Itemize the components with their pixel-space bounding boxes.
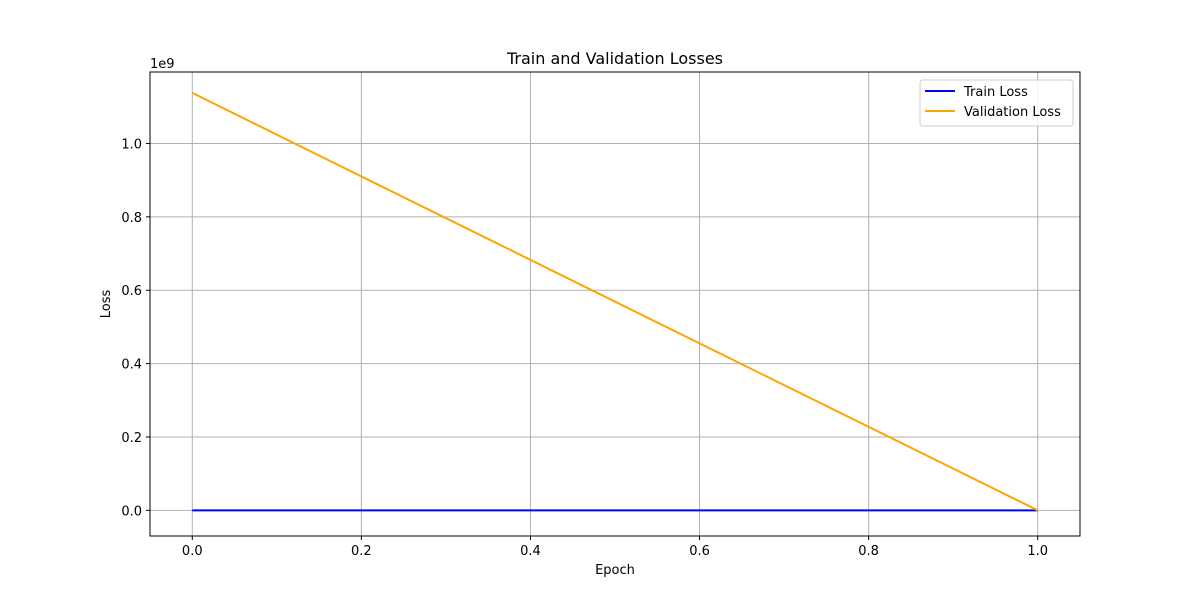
x-tick-label: 0.4 — [520, 544, 541, 559]
y-tick-label: 0.6 — [121, 284, 142, 299]
legend-label-train-loss: Train Loss — [963, 85, 1028, 100]
series-line-validation-loss — [191, 92, 1039, 512]
y-tick-label: 0.2 — [121, 431, 142, 446]
legend-label-validation-loss: Validation Loss — [964, 105, 1061, 120]
legend-box — [919, 79, 1074, 127]
x-axis-label: Epoch — [595, 563, 635, 578]
plot-series — [191, 92, 1039, 512]
legend: Train Loss Validation Loss — [919, 79, 1074, 127]
y-axis-ticks: 0.0 0.2 0.4 0.6 0.8 1.0 — [121, 138, 150, 519]
plot-area-frame — [149, 71, 1081, 537]
x-tick-label: 0.0 — [182, 544, 203, 559]
y-tick-label: 0.8 — [121, 211, 142, 226]
y-tick-label: 0.0 — [121, 504, 142, 519]
chart-title: Train and Validation Losses — [506, 49, 723, 68]
x-axis-ticks: 0.0 0.2 0.4 0.6 0.8 1.0 — [182, 536, 1048, 559]
y-axis-label: Loss — [99, 290, 114, 319]
y-axis-offset-label: 1e9 — [150, 57, 175, 72]
x-tick-label: 0.8 — [858, 544, 879, 559]
y-tick-label: 1.0 — [121, 138, 142, 153]
y-tick-label: 0.4 — [121, 358, 142, 373]
x-tick-label: 0.6 — [689, 544, 710, 559]
x-tick-label: 1.0 — [1027, 544, 1048, 559]
x-tick-label: 0.2 — [351, 544, 372, 559]
